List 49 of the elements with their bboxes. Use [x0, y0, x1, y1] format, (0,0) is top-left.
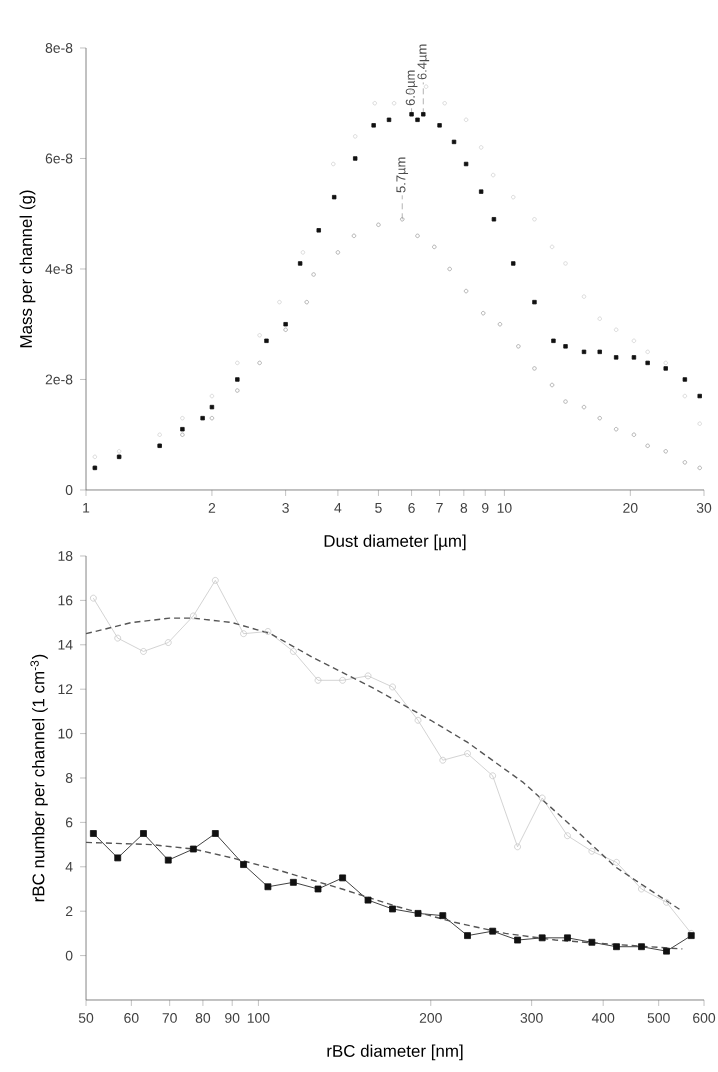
point	[439, 912, 447, 920]
point	[189, 612, 197, 620]
point	[164, 639, 172, 646]
point	[389, 905, 396, 913]
point	[638, 885, 645, 893]
point	[613, 943, 620, 951]
point	[240, 861, 247, 868]
point	[414, 910, 422, 917]
point	[489, 927, 497, 935]
point	[588, 938, 596, 946]
point	[439, 756, 447, 764]
point	[140, 830, 147, 837]
point	[240, 630, 247, 638]
y-axis-title: Mass per channel (g)	[19, 190, 36, 348]
point	[264, 883, 272, 891]
point	[663, 898, 670, 906]
point	[489, 772, 497, 780]
point	[114, 634, 122, 642]
point	[264, 628, 272, 635]
point	[89, 830, 97, 837]
point	[538, 794, 546, 802]
x-axis-title: Dust diameter [µm]	[324, 534, 466, 551]
point	[564, 832, 571, 840]
y-axis-title: rBC number per channel (1 cm$^{-3}$)	[30, 654, 48, 902]
point	[364, 672, 372, 680]
point	[339, 676, 346, 684]
point	[514, 936, 521, 944]
point	[289, 648, 297, 655]
point	[638, 943, 645, 951]
point	[164, 856, 172, 864]
point	[464, 750, 471, 757]
point	[114, 854, 122, 862]
point	[289, 878, 297, 886]
point	[564, 934, 571, 942]
point	[414, 716, 422, 724]
point	[663, 947, 670, 955]
point	[389, 683, 396, 691]
point	[364, 896, 372, 904]
x-axis-title: rBC diameter [nm]	[327, 1044, 463, 1061]
point	[140, 648, 147, 655]
point	[538, 934, 546, 942]
point	[339, 874, 346, 882]
point	[314, 676, 322, 684]
point	[464, 932, 471, 939]
point	[613, 858, 620, 866]
point	[588, 847, 596, 855]
point	[314, 885, 322, 893]
point	[189, 845, 197, 853]
point	[514, 843, 521, 851]
